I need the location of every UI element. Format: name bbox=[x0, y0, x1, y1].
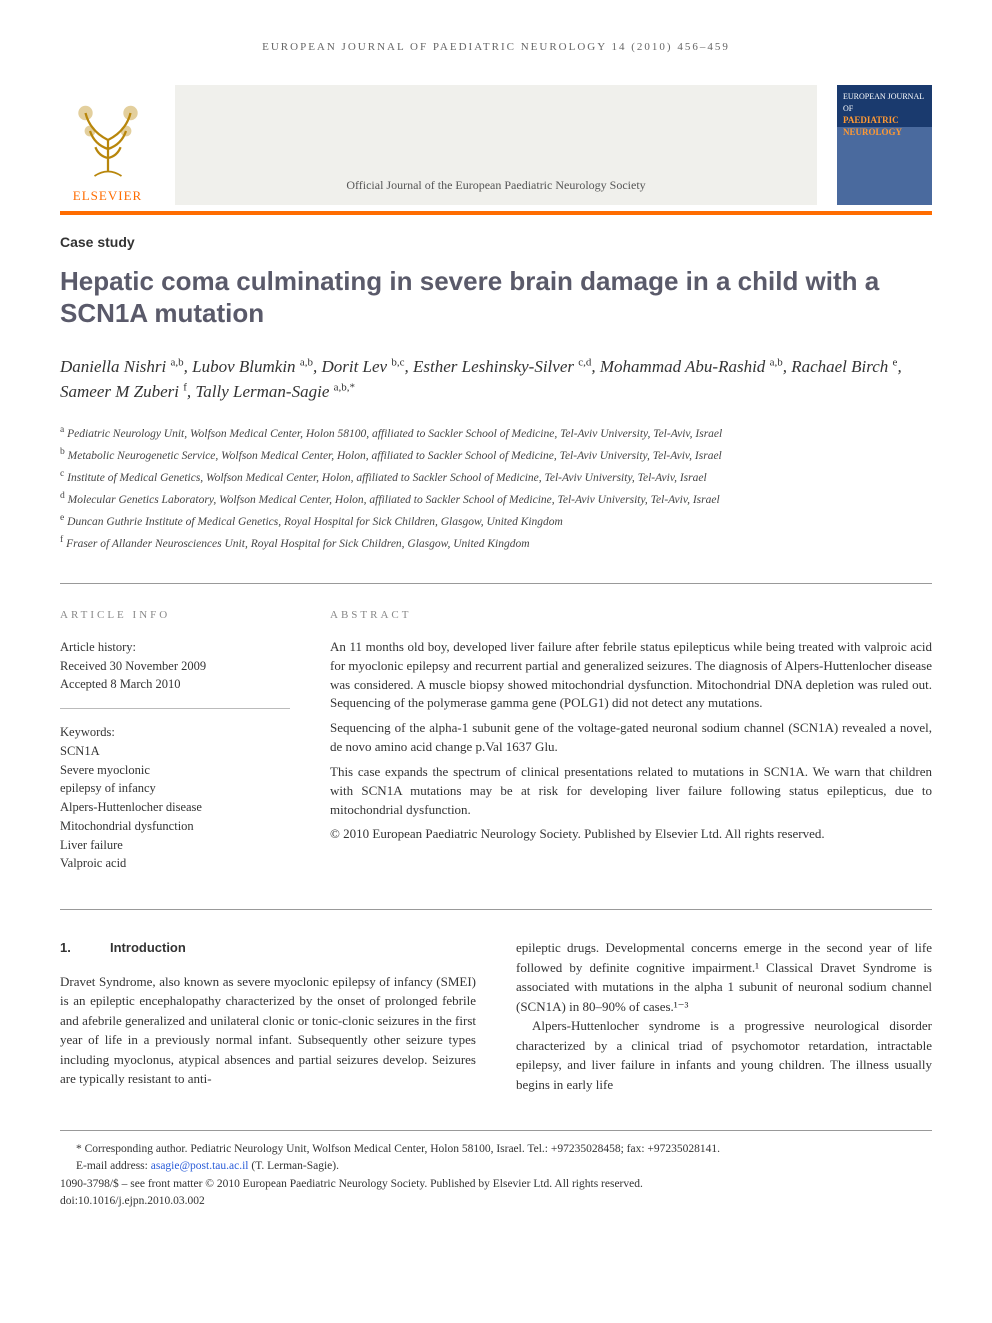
email-label: E-mail address: bbox=[76, 1160, 151, 1172]
abstract-copyright: © 2010 European Paediatric Neurology Soc… bbox=[330, 825, 932, 844]
article-type: Case study bbox=[60, 233, 932, 253]
abstract-label: ABSTRACT bbox=[330, 608, 932, 623]
affiliation-line: b Metabolic Neurogenetic Service, Wolfso… bbox=[60, 445, 932, 465]
affiliation-line: a Pediatric Neurology Unit, Wolfson Medi… bbox=[60, 423, 932, 443]
cover-line2: PAEDIATRIC NEUROLOGY bbox=[843, 114, 926, 139]
section-title: Introduction bbox=[110, 940, 186, 955]
keyword-item: SCN1A bbox=[60, 742, 290, 761]
cover-line1: EUROPEAN JOURNAL OF bbox=[843, 91, 926, 113]
abstract: ABSTRACT An 11 months old boy, developed… bbox=[330, 608, 932, 873]
info-abstract-row: ARTICLE INFO Article history: Received 3… bbox=[60, 583, 932, 873]
journal-cover-thumbnail: EUROPEAN JOURNAL OF PAEDIATRIC NEUROLOGY bbox=[837, 85, 932, 205]
abstract-p2: Sequencing of the alpha-1 subunit gene o… bbox=[330, 719, 932, 757]
author-list: Daniella Nishri a,b, Lubov Blumkin a,b, … bbox=[60, 354, 932, 405]
info-label: ARTICLE INFO bbox=[60, 608, 290, 623]
issn-copyright: 1090-3798/$ – see front matter © 2010 Eu… bbox=[60, 1176, 932, 1193]
article-history: Article history: Received 30 November 20… bbox=[60, 638, 290, 709]
body-col1-text: Dravet Syndrome, also known as severe my… bbox=[60, 972, 476, 1089]
received-date: Received 30 November 2009 bbox=[60, 657, 290, 676]
section-number: 1. bbox=[60, 938, 110, 958]
footer-notes: * Corresponding author. Pediatric Neurol… bbox=[60, 1130, 932, 1210]
keywords: Keywords: SCN1ASevere myoclonicepilepsy … bbox=[60, 723, 290, 873]
accepted-date: Accepted 8 March 2010 bbox=[60, 675, 290, 694]
abstract-p3: This case expands the spectrum of clinic… bbox=[330, 763, 932, 820]
column-right: epileptic drugs. Developmental concerns … bbox=[516, 938, 932, 1094]
elsevier-tree-icon bbox=[63, 95, 153, 185]
keyword-item: Valproic acid bbox=[60, 854, 290, 873]
header-banner: ELSEVIER Official Journal of the Europea… bbox=[60, 85, 932, 205]
column-left: 1.Introduction Dravet Syndrome, also kno… bbox=[60, 938, 476, 1094]
accent-rule bbox=[60, 211, 932, 215]
affiliations: a Pediatric Neurology Unit, Wolfson Medi… bbox=[60, 423, 932, 553]
body-col2b-text: Alpers-Huttenlocher syndrome is a progre… bbox=[516, 1016, 932, 1094]
keyword-item: Liver failure bbox=[60, 836, 290, 855]
keyword-item: Alpers-Huttenlocher disease bbox=[60, 798, 290, 817]
email-line: E-mail address: asagie@post.tau.ac.il (T… bbox=[60, 1158, 932, 1175]
publisher-logo: ELSEVIER bbox=[60, 85, 155, 205]
email-suffix: (T. Lerman-Sagie). bbox=[249, 1160, 339, 1172]
keyword-item: Severe myoclonic bbox=[60, 761, 290, 780]
running-head: european journal of paediatric neurology… bbox=[60, 40, 932, 55]
publisher-name: ELSEVIER bbox=[73, 187, 142, 205]
banner-subtitle: Official Journal of the European Paediat… bbox=[175, 85, 817, 205]
affiliation-line: c Institute of Medical Genetics, Wolfson… bbox=[60, 467, 932, 487]
doi: doi:10.1016/j.ejpn.2010.03.002 bbox=[60, 1193, 932, 1210]
abstract-p1: An 11 months old boy, developed liver fa… bbox=[330, 638, 932, 713]
email-link[interactable]: asagie@post.tau.ac.il bbox=[151, 1160, 249, 1172]
body-col2a-text: epileptic drugs. Developmental concerns … bbox=[516, 938, 932, 1016]
keywords-heading: Keywords: bbox=[60, 723, 290, 742]
affiliation-line: e Duncan Guthrie Institute of Medical Ge… bbox=[60, 511, 932, 531]
corresponding-author: * Corresponding author. Pediatric Neurol… bbox=[60, 1141, 932, 1158]
keyword-item: Mitochondrial dysfunction bbox=[60, 817, 290, 836]
affiliation-line: f Fraser of Allander Neurosciences Unit,… bbox=[60, 533, 932, 553]
affiliation-line: d Molecular Genetics Laboratory, Wolfson… bbox=[60, 489, 932, 509]
body-text: 1.Introduction Dravet Syndrome, also kno… bbox=[60, 938, 932, 1094]
article-info-sidebar: ARTICLE INFO Article history: Received 3… bbox=[60, 608, 290, 873]
history-heading: Article history: bbox=[60, 638, 290, 657]
section-heading: 1.Introduction bbox=[60, 938, 476, 958]
body-divider bbox=[60, 909, 932, 910]
keyword-item: epilepsy of infancy bbox=[60, 779, 290, 798]
article-title: Hepatic coma culminating in severe brain… bbox=[60, 265, 932, 330]
